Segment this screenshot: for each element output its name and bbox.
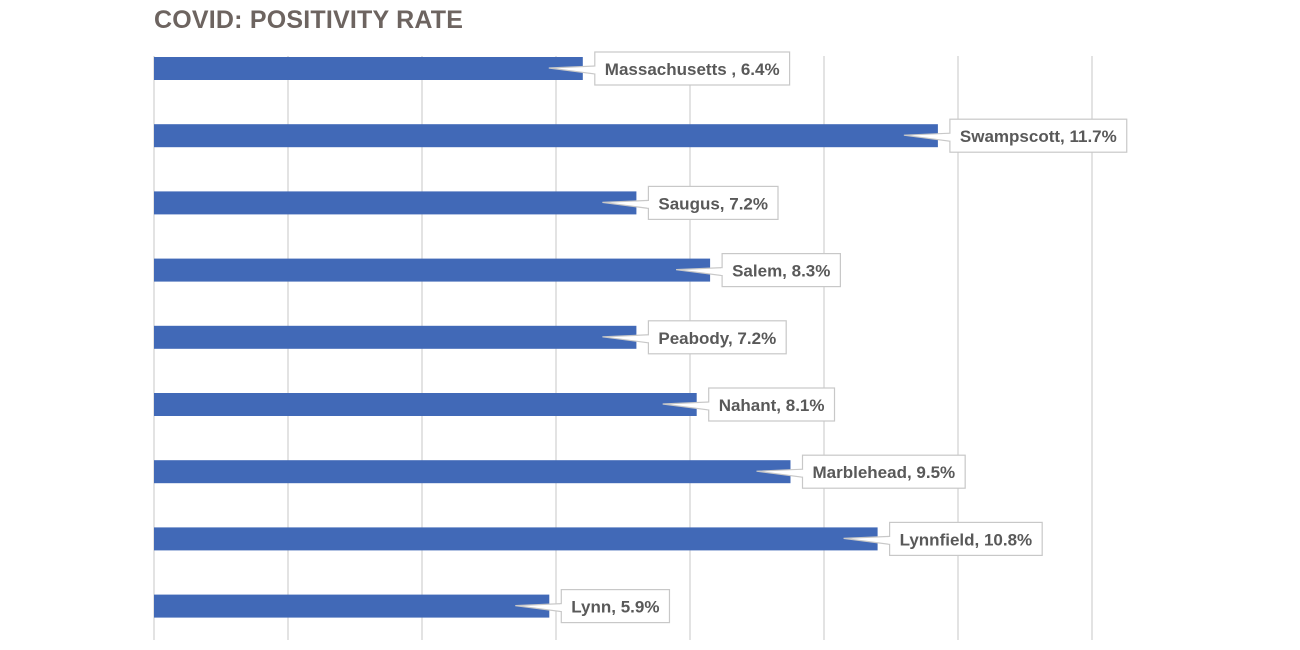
data-label-text: Marblehead, 9.5% <box>813 463 956 482</box>
bar-nahant <box>154 393 697 416</box>
data-label-box <box>647 185 779 220</box>
bar-peabody <box>154 325 637 349</box>
data-label-text: Lynnfield, 10.8% <box>900 530 1033 549</box>
data-label-box <box>949 118 1128 153</box>
bar-salem <box>154 258 711 282</box>
data-label-nahant: Nahant, 8.1% <box>662 387 836 422</box>
data-label-text: Massachusetts , 6.4% <box>605 60 780 79</box>
bar-lynnfield <box>154 527 878 551</box>
bar-saugus <box>154 191 637 215</box>
data-label-lynnfield: Lynnfield, 10.8% <box>843 521 1043 557</box>
data-label-text: Lynn, 5.9% <box>571 598 659 617</box>
data-label-marblehead: Marblehead, 9.5% <box>756 454 966 489</box>
data-label-saugus: Saugus, 7.2% <box>602 185 779 220</box>
data-label-swampscott: Swampscott, 11.7% <box>903 118 1128 153</box>
data-label-text: Peabody, 7.2% <box>658 329 776 348</box>
bar-swampscott <box>154 124 938 148</box>
data-label-text: Nahant, 8.1% <box>719 396 825 415</box>
data-labels: Massachusetts , 6.4% Swampscott, 11.7% Sau… <box>515 51 1128 624</box>
data-label-massachusetts: Massachusetts , 6.4% <box>548 51 791 86</box>
data-label-box <box>560 588 671 624</box>
data-label-box <box>888 521 1043 557</box>
data-label-text: Salem, 8.3% <box>732 262 830 281</box>
bar-massachusetts <box>154 57 583 80</box>
bars <box>154 57 938 618</box>
chart-title: COVID: POSITIVITY RATE <box>154 6 464 34</box>
data-label-text: Saugus, 7.2% <box>658 194 768 213</box>
data-label-salem: Salem, 8.3% <box>676 253 841 288</box>
data-label-box <box>708 387 836 422</box>
data-label-box <box>647 320 787 355</box>
bar-marblehead <box>154 460 791 484</box>
data-label-peabody: Peabody, 7.2% <box>602 320 787 355</box>
data-label-text: Swampscott, 11.7% <box>960 127 1117 146</box>
bar-lynn <box>154 594 550 618</box>
data-label-lynn: Lynn, 5.9% <box>515 588 671 624</box>
